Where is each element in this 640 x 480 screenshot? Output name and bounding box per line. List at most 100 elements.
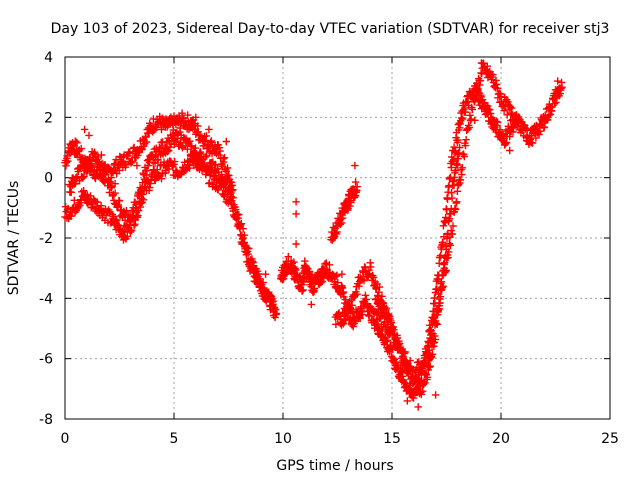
data-point (501, 139, 510, 148)
data-point (467, 115, 475, 123)
data-point (438, 285, 446, 293)
data-point (558, 83, 566, 91)
data-point (338, 270, 346, 278)
data-point (468, 105, 476, 114)
x-tick-label: 20 (492, 431, 510, 447)
data-point (506, 132, 514, 141)
data-point (458, 164, 467, 172)
data-point (442, 245, 451, 254)
data-point (347, 305, 355, 313)
data-point (261, 270, 270, 278)
data-point (238, 235, 247, 243)
data-point (353, 290, 361, 298)
data-point (135, 192, 144, 200)
data-points (61, 59, 566, 411)
data-point (430, 338, 439, 346)
data-point (85, 131, 93, 140)
data-point (292, 240, 300, 248)
data-point (80, 172, 88, 181)
data-point (433, 320, 441, 328)
data-point (404, 359, 412, 368)
data-point (220, 154, 229, 162)
data-point (292, 198, 300, 206)
data-point (111, 189, 119, 197)
data-point (191, 144, 200, 152)
y-tick-label: -4 (39, 291, 53, 307)
data-point (128, 214, 137, 222)
data-point (361, 291, 370, 299)
data-point (458, 170, 466, 179)
data-point (219, 183, 228, 191)
data-point (380, 308, 388, 316)
data-point (454, 136, 462, 144)
axis-ticks (64, 56, 611, 420)
data-point (403, 397, 411, 405)
data-point (201, 153, 210, 161)
data-point (443, 206, 451, 214)
data-point (449, 222, 457, 230)
data-point (378, 292, 386, 300)
data-point (348, 301, 356, 309)
data-point (419, 387, 427, 395)
data-point (165, 165, 173, 173)
data-point (428, 350, 437, 358)
data-point (205, 125, 213, 134)
x-tick-label: 25 (601, 431, 619, 447)
data-point (101, 161, 109, 169)
data-point (172, 116, 180, 124)
data-point (151, 152, 160, 160)
data-point (123, 232, 131, 240)
data-point (476, 77, 485, 85)
data-point (351, 178, 360, 186)
data-point (216, 147, 224, 155)
data-point (194, 128, 202, 136)
data-point (493, 118, 502, 126)
data-point (115, 166, 123, 175)
data-point (423, 373, 431, 381)
axis-tick-labels: 0 5 10 15 20 25 -8 -6 -4 -2 0 2 4 (39, 50, 619, 447)
data-point (133, 207, 141, 215)
data-point (435, 305, 444, 313)
y-axis-label: SDTVAR / TECUs (6, 181, 22, 296)
data-point (186, 137, 194, 145)
data-point (111, 215, 120, 224)
data-point (450, 156, 458, 164)
data-point (452, 166, 460, 175)
data-point (112, 155, 120, 164)
data-point (183, 145, 192, 153)
data-point (301, 257, 309, 265)
x-tick-label: 15 (383, 431, 401, 447)
data-point (87, 159, 96, 168)
y-tick-label: -6 (39, 352, 53, 368)
data-point (458, 115, 467, 123)
data-point (152, 123, 161, 132)
data-point (128, 158, 136, 166)
chart-title: Day 103 of 2023, Sidereal Day-to-day VTE… (51, 21, 610, 37)
data-point (333, 228, 341, 236)
data-point (455, 149, 463, 158)
data-point (502, 138, 511, 147)
data-point (290, 258, 298, 266)
data-point (413, 385, 422, 394)
data-point (399, 347, 408, 356)
data-point (202, 132, 211, 140)
data-point (271, 313, 279, 322)
data-point (333, 271, 341, 279)
data-point (483, 62, 491, 70)
data-point (436, 299, 444, 307)
data-point (536, 127, 544, 135)
data-point (240, 231, 249, 239)
data-point (203, 152, 211, 160)
data-point (133, 161, 141, 170)
data-point (325, 261, 334, 269)
data-point (448, 194, 456, 202)
data-point (211, 160, 220, 169)
data-point (434, 306, 443, 314)
data-point (500, 107, 508, 115)
data-point (255, 270, 263, 278)
data-point (223, 164, 232, 172)
data-point (184, 111, 192, 119)
data-point (166, 143, 174, 151)
data-point (453, 187, 462, 195)
